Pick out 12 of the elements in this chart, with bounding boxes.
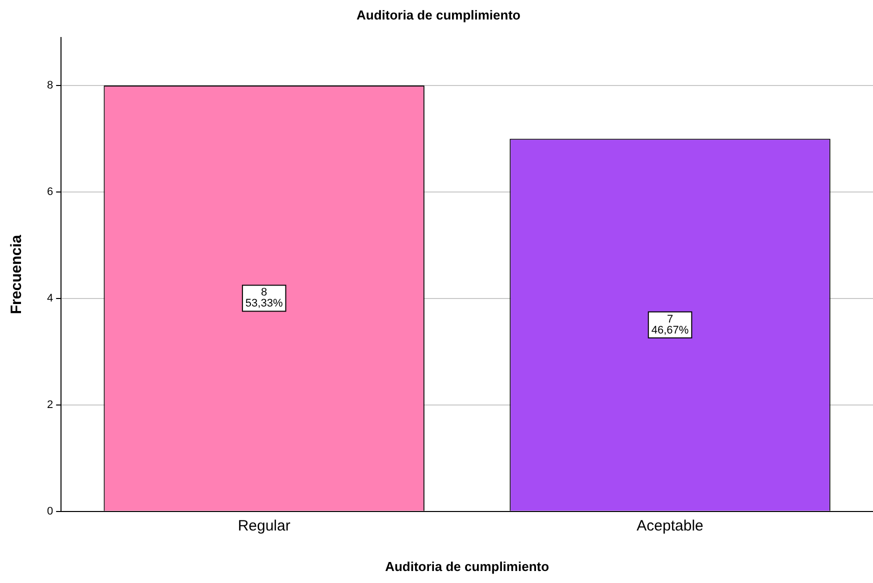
- y-tick-label: 6: [46, 186, 54, 198]
- y-tick-label: 2: [46, 398, 54, 411]
- data-label: 7 46,67%: [651, 313, 689, 336]
- y-tick-label: 8: [46, 80, 54, 92]
- x-tick-label: Regular: [238, 518, 290, 535]
- y-tick-label: 4: [46, 292, 54, 304]
- y-axis-title: Frecuencia: [8, 234, 26, 314]
- x-axis-title: Auditoria de cumplimiento: [385, 558, 550, 574]
- chart-title: Auditoria de cumplimiento: [356, 7, 521, 22]
- x-tick-label: Aceptable: [636, 518, 704, 535]
- data-label: 8 53,33%: [245, 286, 283, 310]
- y-tick-label: 0: [46, 505, 54, 518]
